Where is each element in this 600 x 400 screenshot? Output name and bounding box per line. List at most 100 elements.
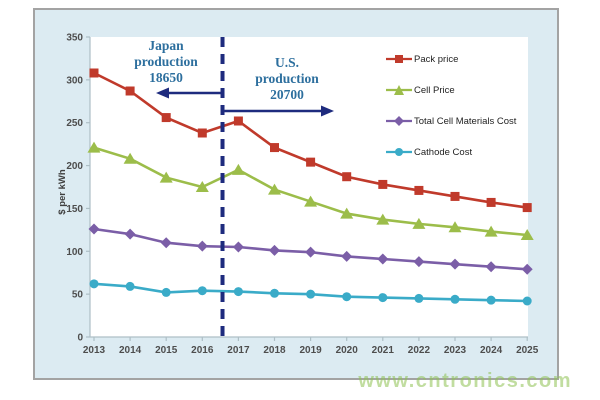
- series-marker-cathode-cost: [486, 295, 496, 305]
- legend-marker-square-icon: [386, 55, 412, 63]
- x-tick-label: 2024: [480, 345, 503, 356]
- annotation-japan-line2: production: [134, 54, 198, 69]
- series-marker-total-cell-materials-cost: [124, 228, 136, 240]
- annotation-japan-line1: Japan: [148, 38, 184, 53]
- series-marker-pack-price: [306, 157, 316, 167]
- series-marker-pack-price: [233, 116, 243, 126]
- series-marker-cell-price: [268, 183, 281, 195]
- series-marker-cathode-cost: [522, 296, 532, 306]
- plot-area: [90, 37, 528, 337]
- legend-label: Cell Price: [414, 84, 455, 96]
- y-tick-label: 200: [66, 161, 83, 172]
- series-marker-pack-price: [89, 68, 99, 78]
- y-axis-title: $ per kWh: [56, 169, 68, 215]
- series-marker-total-cell-materials-cost: [269, 244, 280, 256]
- series-marker-total-cell-materials-cost: [449, 258, 461, 270]
- x-tick-label: 2015: [155, 345, 178, 356]
- legend-label: Total Cell Materials Cost: [414, 115, 517, 127]
- series-marker-pack-price: [522, 203, 532, 213]
- annotation-us-line2: production: [255, 71, 319, 86]
- x-tick-label: 2013: [83, 345, 106, 356]
- japan-arrow-head-left: [156, 87, 169, 99]
- series-marker-cell-price: [304, 195, 318, 207]
- series-marker-pack-price: [125, 86, 135, 96]
- series-marker-cell-price: [195, 181, 209, 192]
- y-tick-label: 0: [77, 333, 83, 344]
- series-marker-cathode-cost: [233, 287, 243, 297]
- series-marker-total-cell-materials-cost: [341, 250, 353, 262]
- legend-item-pack-price: Pack price: [386, 52, 458, 66]
- x-tick-label: 2017: [227, 345, 250, 356]
- series-marker-total-cell-materials-cost: [377, 253, 389, 265]
- series-marker-pack-price: [486, 197, 496, 207]
- series-marker-pack-price: [161, 113, 171, 123]
- series-marker-cell-price: [87, 141, 101, 153]
- series-marker-cell-price: [448, 221, 462, 233]
- x-tick-label: 2014: [119, 345, 142, 356]
- series-marker-total-cell-materials-cost: [413, 256, 425, 268]
- annotation-japan-production: Japan production 18650: [106, 38, 226, 86]
- legend-label: Cathode Cost: [414, 146, 473, 158]
- series-marker-cell-price: [159, 171, 173, 183]
- x-tick-label: 2025: [516, 345, 539, 356]
- series-marker-cathode-cost: [270, 288, 279, 298]
- series-marker-cathode-cost: [306, 289, 316, 299]
- series-marker-cathode-cost: [161, 287, 171, 297]
- y-tick-label: 300: [66, 75, 83, 86]
- series-marker-cathode-cost: [450, 294, 460, 304]
- y-tick-label: 50: [72, 290, 84, 301]
- series-marker-total-cell-materials-cost: [485, 261, 497, 273]
- legend-marker-diamond-icon: [386, 116, 412, 126]
- series-marker-cell-price: [231, 163, 245, 175]
- x-tick-label: 2022: [408, 345, 431, 356]
- series-marker-total-cell-materials-cost: [88, 223, 100, 235]
- series-marker-pack-price: [197, 128, 207, 138]
- series-marker-cell-price: [123, 152, 137, 164]
- annotation-us-production: U.S. production 20700: [228, 55, 346, 103]
- series-marker-pack-price: [414, 185, 424, 195]
- series-marker-cathode-cost: [378, 293, 388, 303]
- series-marker-pack-price: [342, 172, 352, 182]
- series-marker-total-cell-materials-cost: [305, 246, 317, 258]
- series-marker-total-cell-materials-cost: [521, 263, 533, 275]
- series-marker-cell-price: [484, 225, 498, 237]
- series-marker-cathode-cost: [414, 293, 424, 303]
- series-marker-pack-price: [270, 143, 279, 153]
- series-marker-cell-price: [376, 213, 390, 225]
- legend-item-cell-price: Cell Price: [386, 83, 455, 97]
- y-tick-label: 100: [66, 247, 83, 258]
- series-marker-cathode-cost: [125, 281, 135, 291]
- series-marker-cathode-cost: [89, 279, 99, 289]
- x-tick-label: 2016: [191, 345, 214, 356]
- x-tick-label: 2019: [299, 345, 322, 356]
- series-marker-total-cell-materials-cost: [196, 240, 208, 252]
- y-tick-label: 350: [66, 33, 83, 44]
- series-marker-pack-price: [450, 191, 460, 201]
- x-tick-label: 2023: [444, 345, 467, 356]
- series-marker-cell-price: [412, 217, 426, 229]
- series-marker-total-cell-materials-cost: [232, 241, 244, 253]
- series-marker-cell-price: [340, 207, 354, 219]
- us-arrow-head-right: [321, 105, 334, 117]
- x-tick-label: 2018: [263, 345, 286, 356]
- legend-item-cathode-cost: Cathode Cost: [386, 145, 472, 159]
- series-marker-cell-price: [520, 229, 534, 240]
- annotation-us-line3: 20700: [270, 87, 304, 102]
- y-tick-label: 150: [66, 204, 83, 215]
- series-marker-cathode-cost: [197, 286, 207, 296]
- legend-marker-circle-icon: [386, 148, 412, 156]
- annotation-us-line1: U.S.: [274, 55, 299, 70]
- legend-marker-triangle-icon: [386, 85, 412, 95]
- legend-label: Pack price: [414, 53, 459, 65]
- legend-item-total-cell-materials-cost: Total Cell Materials Cost: [386, 114, 516, 128]
- y-tick-label: 250: [66, 118, 83, 129]
- annotation-japan-line3: 18650: [149, 70, 183, 85]
- x-tick-label: 2021: [372, 345, 395, 356]
- series-marker-pack-price: [378, 179, 388, 189]
- watermark-text: www.cntronics.com: [358, 370, 572, 392]
- series-marker-total-cell-materials-cost: [160, 237, 172, 249]
- series-marker-cathode-cost: [342, 292, 352, 302]
- x-tick-label: 2020: [336, 345, 359, 356]
